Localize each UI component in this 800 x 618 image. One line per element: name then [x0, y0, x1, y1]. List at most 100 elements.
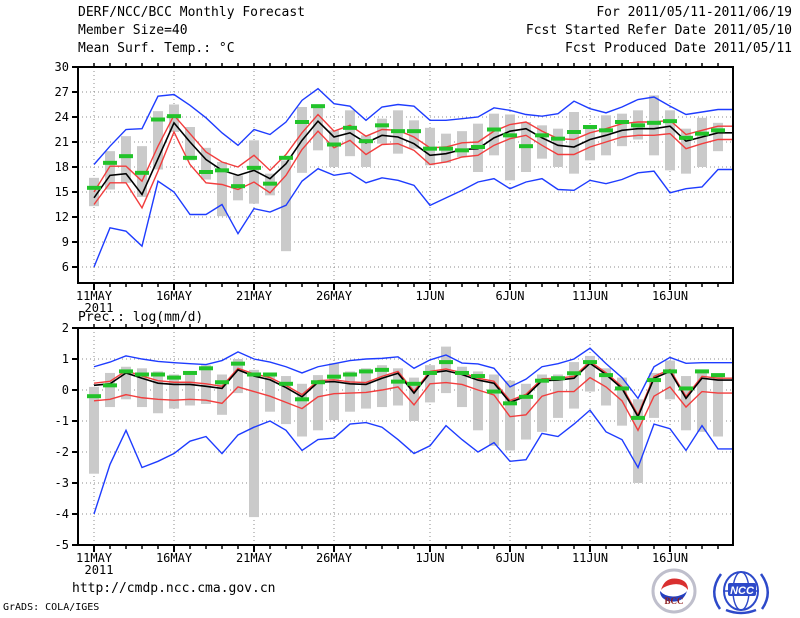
member-spread-bar — [457, 131, 467, 157]
x-axis-year-label: 2011 — [85, 563, 114, 577]
y-tick-label: 18 — [55, 160, 69, 174]
bcc-logo-text: BCC — [664, 596, 683, 606]
member-spread-bar — [473, 371, 483, 431]
member-spread-bar — [489, 374, 499, 446]
x-tick-label: 21MAY — [236, 289, 273, 303]
x-tick-label: 11JUN — [572, 289, 608, 303]
x-tick-label: 1JUN — [416, 551, 445, 565]
member-spread-bar — [201, 365, 211, 404]
member-spread-bar — [169, 104, 179, 132]
ensemble-mean-line — [93, 362, 733, 419]
member-spread-bar — [121, 366, 131, 400]
x-tick-label: 1JUN — [416, 289, 445, 303]
member-spread-bar — [329, 130, 339, 167]
bcc-logo: BCC — [651, 568, 697, 614]
lower-envelope-line — [93, 130, 733, 210]
x-tick-label: 16MAY — [156, 289, 193, 303]
plot-frame — [77, 66, 734, 284]
member-spread-bar — [537, 125, 547, 159]
member-spread-bar — [297, 383, 307, 437]
member-spread-bar — [441, 346, 451, 394]
member-spread-bar — [585, 127, 595, 161]
forecast-valid-range: For 2011/05/11-2011/06/19 — [596, 5, 792, 20]
member-spread-bar — [553, 128, 563, 167]
member-spread-bar — [425, 127, 435, 166]
y-tick-label: 9 — [62, 235, 69, 249]
member-spread-bar — [537, 374, 547, 432]
member-spread-bar — [649, 95, 659, 156]
bcc-logo-red-swirl — [661, 578, 688, 590]
member-spread-bar — [201, 147, 211, 180]
precipitation-chart-title: Prec.: log(mm/d) — [78, 310, 204, 325]
x-tick-label: 6JUN — [496, 551, 525, 565]
x-tick-label: 11JUN — [572, 551, 608, 565]
grads-credit: GrADS: COLA/IGES — [3, 602, 100, 613]
y-tick-label: 24 — [55, 110, 69, 124]
x-tick-label: 21MAY — [236, 551, 273, 565]
x-tick-label: 16JUN — [652, 289, 688, 303]
member-spread-bar — [713, 374, 723, 437]
member-spread-bar — [521, 383, 531, 440]
ncc-wreath-right — [759, 573, 769, 610]
member-spread-bar — [105, 151, 115, 190]
y-tick-label: -4 — [55, 507, 69, 521]
member-spread-bar — [89, 386, 99, 474]
x-tick-label: 11MAY — [76, 289, 113, 303]
y-tick-label: -1 — [55, 414, 69, 428]
member-spread-bar — [697, 117, 707, 167]
member-spread-bar — [281, 376, 291, 425]
member-spread-bar — [233, 359, 243, 394]
y-tick-label: 21 — [55, 135, 69, 149]
ncc-logo: NCC — [713, 571, 769, 615]
ncc-wreath-left — [713, 573, 723, 610]
member-spread-bar — [217, 162, 227, 217]
y-tick-label: -3 — [55, 476, 69, 490]
ncc-banner — [725, 608, 757, 615]
x-tick-label: 11MAY — [76, 551, 113, 565]
forecast-produced-date: Fcst Produced Date 2011/05/11 — [565, 41, 792, 56]
member-spread-bar — [249, 369, 259, 518]
y-tick-label: 1 — [62, 352, 69, 366]
member-spread-bar — [345, 371, 355, 412]
member-spread-bar — [137, 368, 147, 408]
ensemble-min-line — [93, 409, 733, 515]
y-tick-label: 0 — [62, 383, 69, 397]
member-spread-bar — [153, 371, 163, 414]
ensemble-max-line — [93, 347, 733, 400]
member-spread-bar — [489, 113, 499, 156]
member-size-label: Member Size=40 — [78, 23, 188, 38]
member-spread-bar — [665, 360, 675, 400]
member-spread-bar — [633, 399, 643, 483]
plot-frame — [77, 327, 734, 546]
y-tick-label: 12 — [55, 210, 69, 224]
member-spread-bar — [377, 118, 387, 144]
member-spread-bar — [681, 376, 691, 431]
ensemble-min-line — [93, 167, 733, 268]
y-tick-label: 6 — [62, 260, 69, 274]
y-tick-label: -5 — [55, 538, 69, 552]
x-tick-label: 16JUN — [652, 551, 688, 565]
footer-url: http://cmdp.ncc.cma.gov.cn — [72, 581, 276, 596]
x-tick-label: 26MAY — [316, 551, 353, 565]
precipitation-plot: 11MAY 16MAY 21MAY 26MAY 1JUN 6JUN 11JUN 16JUN 20… — [55, 321, 734, 577]
member-spread-bar — [665, 110, 675, 171]
member-spread-bar — [585, 355, 595, 392]
member-spread-bar — [121, 136, 131, 183]
lower-envelope-line — [93, 376, 733, 432]
member-spread-bar — [553, 374, 563, 418]
member-spread-bar — [569, 112, 579, 174]
member-spread-bar — [569, 362, 579, 409]
member-spread-bar — [249, 140, 259, 204]
member-spread-bar — [697, 371, 707, 432]
member-spread-bar — [409, 377, 419, 421]
x-tick-label: 16MAY — [156, 551, 193, 565]
y-tick-label: -2 — [55, 445, 69, 459]
member-spread-bar — [681, 128, 691, 174]
ensemble-max-line — [93, 87, 733, 165]
y-tick-label: 15 — [55, 185, 69, 199]
y-tick-label: 27 — [55, 85, 69, 99]
x-tick-label: 6JUN — [496, 289, 525, 303]
member-spread-bar — [185, 127, 195, 161]
